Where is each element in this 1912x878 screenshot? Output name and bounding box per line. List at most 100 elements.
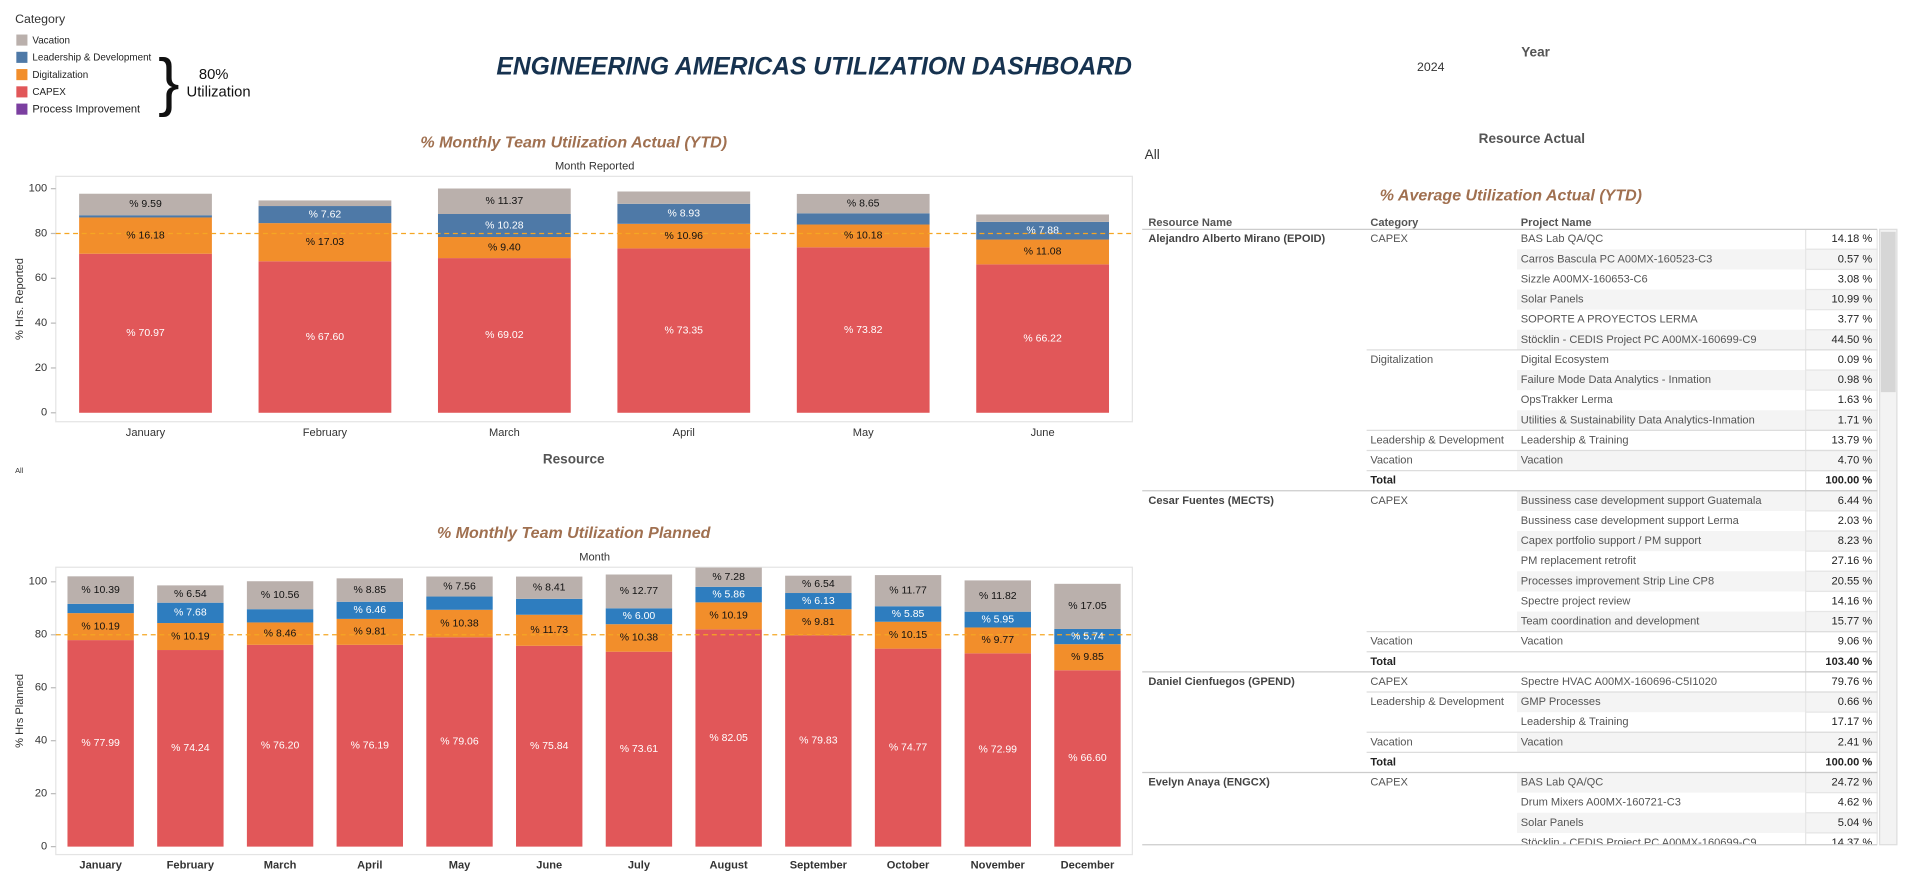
project-cell: Spectre project review <box>1521 595 1632 607</box>
table-subtitle: % Average Utilization Actual (YTD) <box>1380 186 1642 204</box>
value-text: 14.18 % <box>1832 233 1873 245</box>
data-label: % 6.54 <box>802 579 835 590</box>
bar-segment <box>976 221 1110 240</box>
data-label: % 11.82 <box>979 591 1017 602</box>
project-cell: Spectre HVAC A00MX-160696-C5I1020 <box>1521 676 1717 688</box>
project-cell: Processes improvement Strip Line CP8 <box>1521 575 1714 587</box>
data-label: % 6.00 <box>623 611 656 622</box>
legend-swatch <box>16 34 28 46</box>
project-cell: BAS Lab QA/QC <box>1521 777 1604 789</box>
data-label: % 5.86 <box>712 589 745 600</box>
bar-segment <box>976 214 1110 222</box>
x-tick-label: June <box>1031 427 1055 439</box>
bar-segment <box>426 609 493 638</box>
x-tick-label: November <box>971 860 1026 872</box>
data-label: % 7.56 <box>443 581 476 592</box>
bar-segment <box>426 596 493 610</box>
resource-name: Cesar Fuentes (MECTS) <box>1148 495 1274 507</box>
column-header: Project Name <box>1521 217 1592 229</box>
value-text: 4.70 % <box>1838 455 1873 467</box>
bar-segment <box>67 576 134 604</box>
legend-title: Category <box>15 12 66 26</box>
row-band <box>1517 329 1806 350</box>
row-band <box>1517 249 1806 270</box>
bar-segment <box>874 575 942 607</box>
y-tick-label: 80 <box>35 629 47 641</box>
data-label: % 11.73 <box>530 625 568 636</box>
value-text: 14.16 % <box>1832 595 1873 607</box>
row-band <box>1517 732 1806 753</box>
project-cell: Sizzle A00MX-160653-C6 <box>1521 273 1648 285</box>
x-tick-label: February <box>167 860 215 872</box>
data-label: % 9.77 <box>981 635 1014 646</box>
x-tick-label: May <box>449 860 471 872</box>
value-text: 9.06 % <box>1838 636 1873 648</box>
project-cell: Team coordination and development <box>1521 616 1700 628</box>
bar-segment <box>437 213 571 238</box>
category-cell: Vacation <box>1370 636 1412 648</box>
value-text: 14.37 % <box>1832 837 1873 849</box>
bar-segment <box>1054 644 1121 671</box>
bar-segment <box>695 629 762 847</box>
bar-segment <box>796 247 930 413</box>
category-cell: Total <box>1370 475 1396 487</box>
value-text: 17.17 % <box>1832 716 1873 728</box>
bar-segment <box>796 213 930 225</box>
data-label: % 76.20 <box>261 740 300 751</box>
resource-filter-label: Resource <box>543 452 605 467</box>
data-label: % 66.22 <box>1023 333 1062 344</box>
bar-segment <box>336 601 403 619</box>
value-text: 1.71 % <box>1838 414 1873 426</box>
data-label: % 6.13 <box>802 596 835 607</box>
scrollbar-thumb[interactable] <box>1880 231 1896 393</box>
x-tick-label: March <box>489 427 520 439</box>
value-text: 24.72 % <box>1832 777 1873 789</box>
bar-segment <box>258 200 392 207</box>
bar-segment <box>785 635 852 847</box>
data-label: % 7.68 <box>174 608 207 619</box>
value-text: 44.50 % <box>1832 334 1873 346</box>
bar-segment <box>964 611 1031 628</box>
value-text: 27.16 % <box>1832 555 1873 567</box>
data-label: % 66.60 <box>1068 753 1107 764</box>
bar-segment <box>796 193 930 214</box>
y-tick-label: 20 <box>35 362 47 374</box>
project-cell: Vacation <box>1521 636 1563 648</box>
category-cell: Leadership & Development <box>1370 696 1504 708</box>
legend-label: Leadership & Development <box>32 53 151 64</box>
y-tick-label: 60 <box>35 272 47 284</box>
bar-segment <box>246 609 314 623</box>
category-cell: Total <box>1370 656 1396 668</box>
bar-segment <box>258 206 392 224</box>
data-label: % 74.77 <box>889 742 928 753</box>
data-label: % 76.19 <box>351 741 390 752</box>
chart-title: % Monthly Team Utilization Planned <box>437 524 712 542</box>
data-label: % 8.41 <box>533 582 566 593</box>
data-label: % 75.84 <box>530 741 569 752</box>
bar-segment <box>336 644 403 847</box>
data-label: % 8.46 <box>264 628 297 639</box>
bar-segment <box>246 622 314 645</box>
bar-segment <box>605 574 673 609</box>
data-label: % 7.88 <box>1026 225 1059 236</box>
data-label: % 7.28 <box>712 572 745 583</box>
data-label: % 10.39 <box>81 585 120 596</box>
value-text: 6.44 % <box>1838 495 1873 507</box>
category-cell: Leadership & Development <box>1370 434 1504 446</box>
bar-segment <box>785 575 852 594</box>
row-band <box>1517 410 1806 431</box>
row-band <box>1517 611 1806 632</box>
chart-subtitle: Month <box>579 551 610 563</box>
project-cell: SOPORTE A PROYECTOS LERMA <box>1521 314 1699 326</box>
category-cell: Vacation <box>1370 455 1412 467</box>
project-cell: Vacation <box>1521 455 1563 467</box>
bar-segment <box>79 217 212 254</box>
bar-segment <box>695 586 762 603</box>
data-label: % 11.08 <box>1024 247 1062 258</box>
legend-label: Vacation <box>32 35 70 46</box>
bar-segment <box>617 223 751 249</box>
x-tick-label: October <box>887 860 930 872</box>
project-cell: GMP Processes <box>1521 696 1601 708</box>
bar-segment <box>1054 628 1121 645</box>
data-label: % 70.97 <box>126 328 165 339</box>
